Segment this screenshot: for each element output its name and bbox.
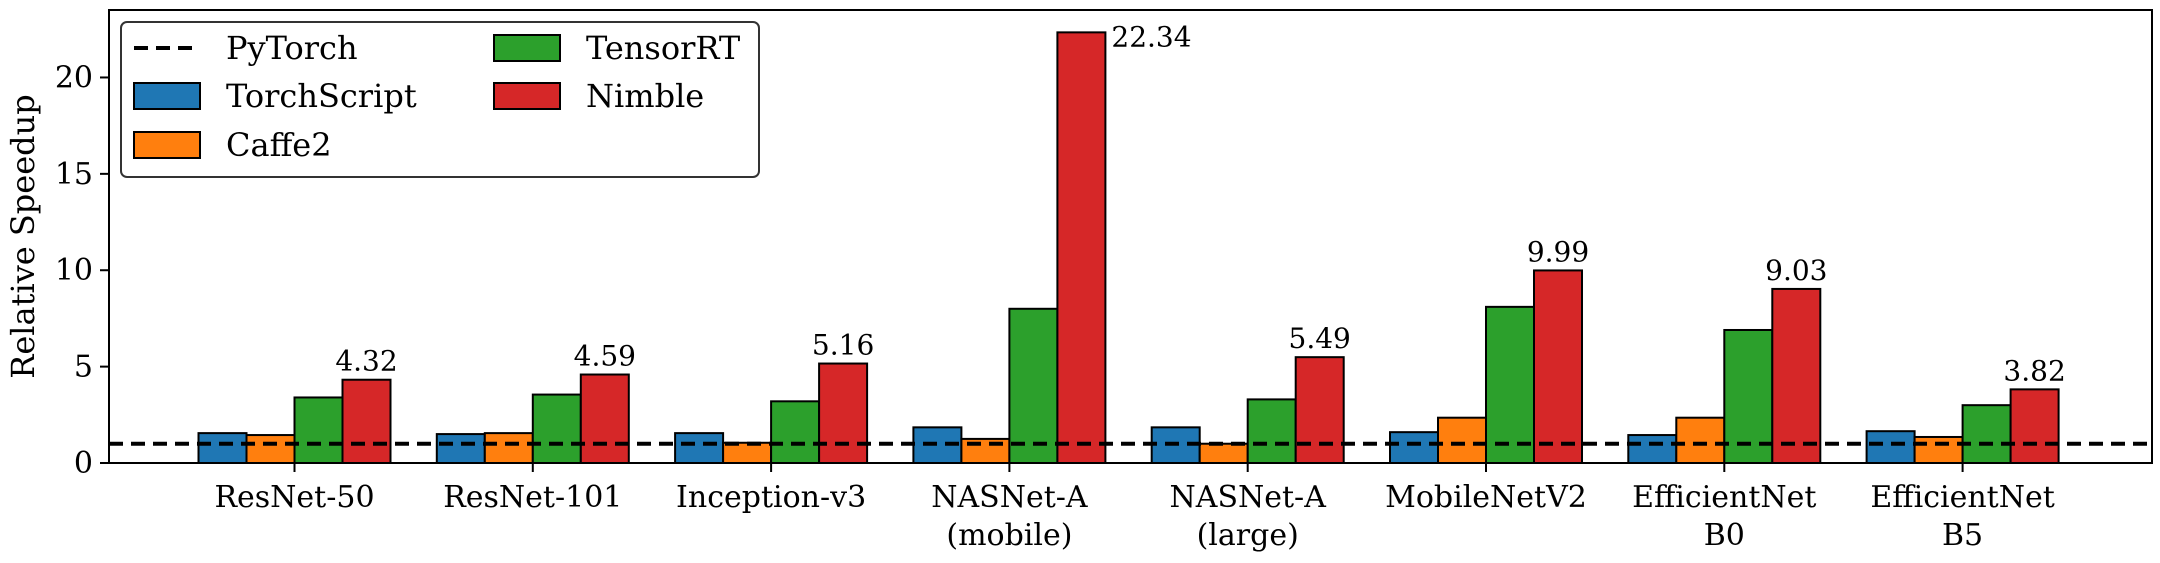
legend-swatch-tensorrt [493, 34, 561, 62]
bar-tensorrt [1485, 305, 1535, 465]
bar-caffe2 [1913, 435, 1964, 464]
y-tick-label: 5 [74, 350, 93, 385]
x-tick-label: MobileNetV2 [1385, 480, 1587, 515]
data-label: 4.32 [335, 345, 397, 378]
bar-torchscript [435, 433, 486, 465]
legend-label: Nimble [586, 77, 704, 115]
x-tick-label: NASNet-A [1170, 480, 1327, 515]
legend-label: PyTorch [226, 29, 358, 67]
y-tick-label: 15 [55, 157, 93, 192]
y-axis-label: Relative Speedup [4, 94, 42, 378]
bar-torchscript [674, 432, 725, 464]
bar-nimble [1056, 31, 1107, 465]
bar-tensorrt [1008, 307, 1059, 464]
bar-caffe2 [483, 432, 534, 464]
x-tick-label: (mobile) [946, 518, 1072, 553]
bar-torchscript [1389, 431, 1439, 464]
bar-nimble [579, 373, 630, 464]
data-label: 5.16 [812, 329, 874, 362]
data-label: 4.59 [574, 340, 636, 373]
y-tick-label: 0 [74, 446, 93, 481]
bar-caffe2 [1198, 442, 1249, 465]
bar-tensorrt [531, 393, 582, 464]
x-tick-label: EfficientNet [1870, 480, 2054, 515]
legend-label: Caffe2 [226, 126, 332, 164]
x-tick-label: ResNet-50 [214, 480, 374, 515]
bar-torchscript [197, 432, 248, 464]
bar-caffe2 [245, 434, 296, 465]
bar-torchscript [1627, 434, 1678, 465]
x-axis: ResNet-50 ResNet-101 Inception-v3 NASNet-A(… [214, 463, 2055, 553]
x-tick-label: ResNet-101 [443, 480, 622, 515]
bar-torchscript [1865, 430, 1916, 464]
legend-swatch-nimble [493, 82, 561, 110]
bar-caffe2 [722, 441, 773, 465]
bars-layer [197, 31, 2060, 465]
bar-nimble [818, 362, 869, 465]
y-axis-title: Relative Speedup [4, 94, 42, 378]
legend-label: TorchScript [226, 77, 417, 115]
x-tick-label: B5 [1942, 518, 1983, 553]
data-label: 5.49 [1289, 322, 1351, 355]
y-tick-label: 10 [55, 253, 93, 288]
bar-tensorrt [770, 400, 821, 464]
data-label: 22.34 [1111, 20, 1191, 53]
y-tick-label: 20 [55, 60, 93, 95]
bar-nimble [1533, 269, 1583, 465]
legend-swatch-torchscript [133, 82, 201, 110]
bar-nimble [1771, 287, 1822, 464]
legend-box [120, 21, 760, 178]
legend: PyTorch TorchScript Caffe2 TensorRT Nimble [120, 21, 760, 178]
data-label: 3.82 [2003, 354, 2065, 387]
plot-frame [108, 9, 2153, 464]
bar-tensorrt [293, 396, 344, 464]
x-tick-label: NASNet-A [931, 480, 1088, 515]
legend-swatch-caffe2 [133, 131, 201, 159]
x-tick-label: Inception-v3 [676, 480, 866, 515]
bar-nimble [2009, 388, 2060, 464]
bar-tensorrt [1961, 404, 2012, 465]
x-tick-label: (large) [1197, 518, 1299, 553]
x-tick-label: B0 [1704, 518, 1745, 553]
data-labels-layer: 4.32 4.59 5.16 22.34 5.49 9.99 9.03 3.82 [335, 20, 2065, 387]
bar-caffe2 [1437, 416, 1487, 465]
bar-nimble [341, 378, 392, 464]
bar-nimble [1294, 356, 1345, 464]
y-axis: 0 5 10 15 20 [55, 60, 109, 481]
bar-caffe2 [1675, 416, 1726, 465]
legend-label: TensorRT [586, 29, 741, 67]
data-label: 9.99 [1527, 235, 1589, 268]
x-tick-label: EfficientNet [1632, 480, 1816, 515]
data-label: 9.03 [1765, 254, 1827, 287]
bar-tensorrt [1246, 398, 1297, 465]
